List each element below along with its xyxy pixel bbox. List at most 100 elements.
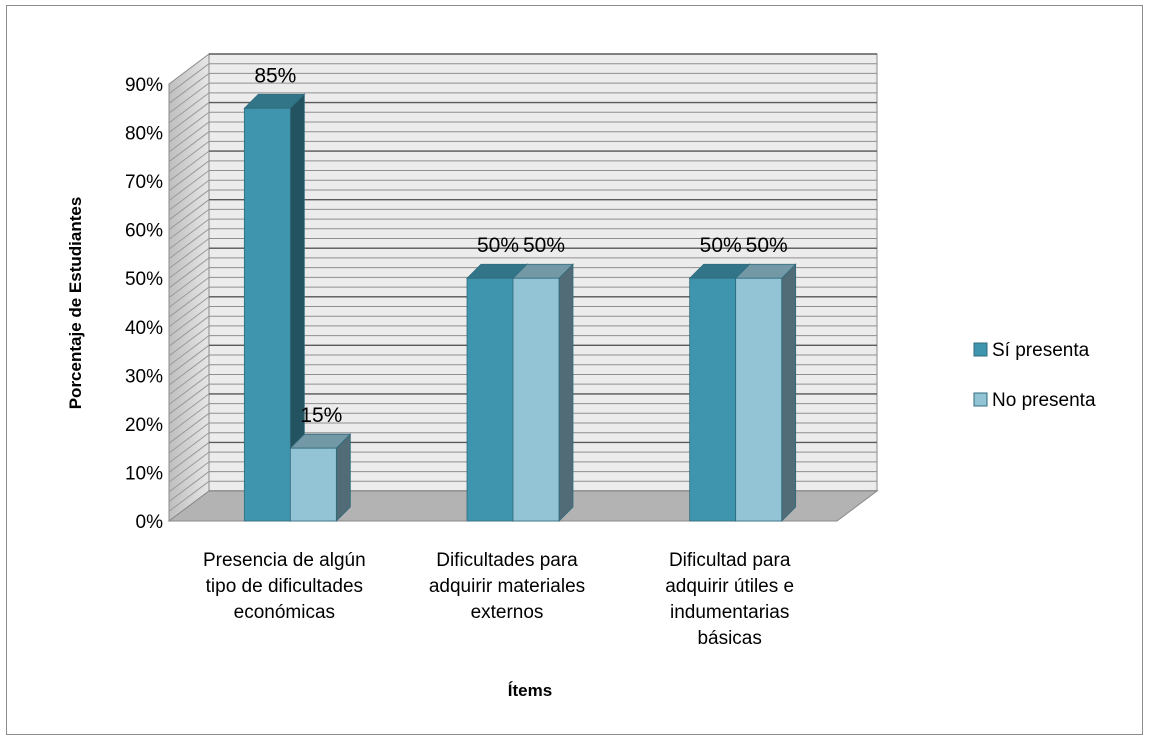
side-grid-line xyxy=(168,73,210,104)
y-tick-label: 30% xyxy=(125,366,163,387)
x-tick-line: Presencia de algún xyxy=(203,550,366,571)
x-tick-line: básicas xyxy=(697,628,761,649)
data-labels: 85%15%50% 50% 50% 50% xyxy=(254,64,787,427)
side-grid-line xyxy=(168,393,210,425)
side-grid-line xyxy=(168,228,210,260)
x-tick-line: tipo de dificultades xyxy=(206,576,363,597)
side-grid-line xyxy=(168,247,210,279)
side-grid-line xyxy=(168,238,210,269)
bar-front xyxy=(289,447,337,522)
side-grid-line xyxy=(168,92,210,124)
bar xyxy=(243,93,306,522)
x-axis-categories: Presencia de algún tipo de dificultades ec… xyxy=(203,550,794,649)
x-tick-line: externos xyxy=(471,602,544,623)
bar-front xyxy=(243,107,291,522)
side-grid-line xyxy=(168,140,210,172)
side-grid-line xyxy=(168,374,210,405)
side-grid-line xyxy=(168,131,210,163)
legend-swatch xyxy=(973,342,988,357)
bar-front xyxy=(689,277,737,522)
y-axis-label: Porcentaje de Estudiantes xyxy=(66,197,85,410)
side-grid-line xyxy=(168,364,210,396)
bar-chart: 85%15%50% 50% 50% 50% 0%10%20%30%40%50%60%7… xyxy=(66,53,1096,700)
x-tick-label: Dificultades para adquirir materiales exte… xyxy=(429,550,585,623)
side-grid-line xyxy=(168,461,210,493)
side-grid-line xyxy=(168,257,210,289)
bars-group xyxy=(243,93,797,522)
bar-side xyxy=(558,263,574,522)
y-axis-ticks: 0% 10% 20% 30% 40% 50% 60% 70% 80% 90% xyxy=(125,75,163,533)
side-grid-line xyxy=(168,170,210,201)
y-tick-label: 0% xyxy=(136,512,164,533)
x-tick-line: Dificultad para xyxy=(669,550,791,571)
bar xyxy=(512,263,574,522)
y-tick-label: 50% xyxy=(125,269,163,290)
legend: Sí presenta No presenta xyxy=(973,340,1096,411)
side-grid-line xyxy=(168,325,210,357)
side-grid-line xyxy=(168,111,210,143)
side-grid-line xyxy=(168,296,210,328)
legend-label: No presenta xyxy=(992,390,1096,411)
side-grid-line xyxy=(168,267,210,299)
y-tick-label: 70% xyxy=(125,172,163,193)
x-tick-line: adquirir útiles e xyxy=(665,576,794,597)
side-grid-line xyxy=(168,189,210,221)
side-grid-line xyxy=(168,121,210,153)
y-tick-label: 60% xyxy=(125,221,163,242)
side-grid-line xyxy=(168,480,210,512)
side-grid-line xyxy=(168,63,210,95)
bar xyxy=(289,433,352,522)
side-grid-line xyxy=(168,315,210,347)
data-label: 15% xyxy=(300,404,342,427)
side-grid-line xyxy=(168,199,210,231)
y-tick-label: 40% xyxy=(125,318,163,339)
side-grid-line xyxy=(168,150,210,182)
side-grid-line xyxy=(168,451,210,483)
data-label: 50% xyxy=(746,234,788,257)
side-grid-line xyxy=(168,102,210,133)
legend-label: Sí presenta xyxy=(992,340,1090,361)
x-tick-line: Dificultades para xyxy=(436,550,578,571)
side-grid-line xyxy=(168,218,210,250)
side-grid-line xyxy=(168,344,210,376)
y-tick-label: 20% xyxy=(125,415,163,436)
chart-frame: 85% 15% 50% 50% 50% 50% 0% 10% 20% 30% 40% 50% 60% 7… xyxy=(6,5,1143,735)
side-grid-line xyxy=(168,442,210,473)
x-tick-line: económicas xyxy=(234,602,335,623)
side-grid-line xyxy=(168,82,210,114)
bar xyxy=(734,263,797,522)
side-grid-line xyxy=(168,179,210,211)
side-wall xyxy=(168,53,210,522)
side-grid-line xyxy=(168,286,210,318)
x-axis-label: Ítems xyxy=(508,681,552,700)
side-grid-line xyxy=(168,471,210,502)
data-label: 50% xyxy=(700,234,742,257)
x-tick-label: Presencia de algún tipo de dificultades ec… xyxy=(203,550,366,623)
data-label: 50% xyxy=(477,234,519,257)
y-tick-label: 90% xyxy=(125,75,163,96)
bar-side xyxy=(781,263,797,522)
x-tick-line: adquirir materiales xyxy=(429,576,585,597)
legend-swatch xyxy=(973,392,988,407)
side-grid-line xyxy=(168,208,210,240)
side-grid-line xyxy=(168,412,210,444)
side-grid-line xyxy=(168,432,210,464)
side-grid-line xyxy=(168,354,210,386)
bar-front xyxy=(512,277,560,522)
y-tick-label: 10% xyxy=(125,463,163,484)
side-grid-line xyxy=(168,403,210,435)
side-grid-line xyxy=(168,276,210,308)
bar-side xyxy=(335,433,351,522)
side-grid-line xyxy=(168,160,210,192)
side-grid-line xyxy=(168,383,210,415)
side-grid-line xyxy=(168,335,210,367)
x-tick-label: Dificultad para adquirir útiles e indument… xyxy=(665,550,794,649)
bar-front xyxy=(466,277,514,522)
x-tick-line: indumentarias xyxy=(670,602,789,623)
y-tick-label: 80% xyxy=(125,124,163,145)
side-grid-line xyxy=(168,306,210,337)
bar-front xyxy=(735,277,783,522)
data-label: 85% xyxy=(254,64,296,87)
data-label: 50% xyxy=(523,234,565,257)
side-grid-line xyxy=(168,422,210,454)
